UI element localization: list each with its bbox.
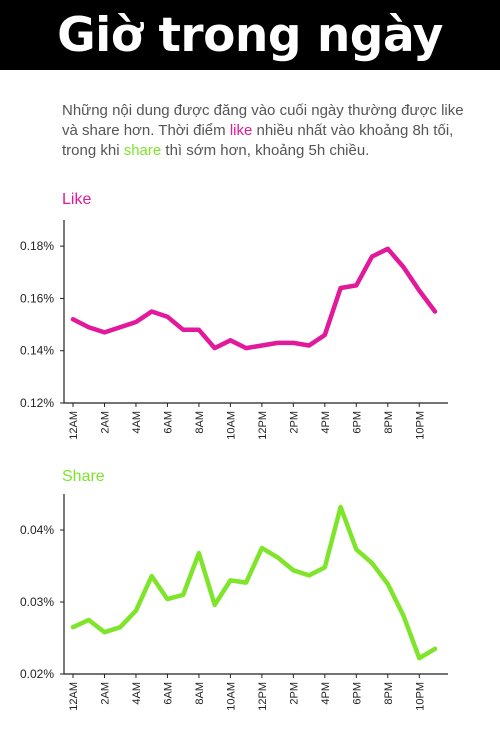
like-y-tick-label: 0.14%	[20, 344, 54, 358]
share-highlight: share	[123, 142, 162, 159]
share-x-tick-label: 6AM	[162, 682, 174, 705]
like-x-tick-label: 6PM	[351, 411, 363, 434]
share-x-tick-label: 4AM	[131, 682, 143, 705]
share-x-tick-label: 4PM	[320, 682, 332, 705]
share-x-tick-label: 10PM	[414, 682, 426, 711]
share-series-line	[70, 504, 438, 661]
intro-paragraph: Những nội dung được đăng vào cuối ngày t…	[62, 101, 467, 161]
like-x-tick-label: 8PM	[383, 411, 395, 434]
share-x-tick-label: 8PM	[383, 682, 395, 705]
like-chart: 0.12% 0.14% 0.16% 0.18% 12AM 2AM 4AM 6AM 8AM 10AM…	[20, 220, 448, 440]
share-y-tick-label: 0.03%	[20, 595, 54, 609]
like-x-tick-label: 12AM	[68, 411, 80, 440]
share-chart: 0.02% 0.03% 0.04% 12AM 2AM 4AM 6AM 8AM 10AM 12PM 2…	[20, 494, 448, 711]
like-x-tick-label: 8AM	[194, 411, 206, 434]
share-x-tick-label: 6PM	[351, 682, 363, 705]
share-axes	[63, 494, 448, 675]
like-x-tick-label: 2PM	[288, 411, 300, 434]
like-x-tick-label: 2AM	[99, 411, 111, 434]
share-x-tick-label: 10AM	[225, 682, 237, 711]
like-x-tick-label: 6AM	[162, 411, 174, 434]
like-x-tick-label: 10PM	[414, 411, 426, 440]
like-x-tick-label: 4PM	[320, 411, 332, 434]
intro-text-3: thì sớm hơn, khoảng 5h chiều.	[161, 142, 370, 159]
share-x-tick-label: 2PM	[288, 682, 300, 705]
share-x-tick-label: 2AM	[99, 682, 111, 705]
intro-text-2: nhiều nhất vào khoảng 8h tối, trong khi	[62, 122, 454, 159]
share-chart-title: Share	[62, 468, 105, 485]
like-highlight: like	[229, 122, 253, 139]
share-y-tick-label: 0.02%	[20, 667, 54, 681]
intro-text-1: Những nội dung được đăng vào cuối ngày t…	[62, 102, 464, 139]
like-y-tick-label: 0.18%	[20, 239, 54, 253]
like-x-tick-label: 4AM	[131, 411, 143, 434]
share-x-tick-label: 12PM	[257, 682, 269, 711]
like-series-line	[70, 246, 438, 351]
page-title: Giờ trong ngày	[57, 7, 443, 63]
share-y-tick-label: 0.04%	[20, 523, 54, 537]
share-x-tick-label: 8AM	[194, 682, 206, 705]
like-x-tick-label: 10AM	[225, 411, 237, 440]
like-y-tick-label: 0.12%	[20, 396, 54, 410]
share-x-tick-label: 12AM	[68, 682, 80, 711]
header-banner: Giờ trong ngày	[0, 0, 500, 70]
like-y-tick-label: 0.16%	[20, 291, 54, 305]
like-x-tick-label: 12PM	[257, 411, 269, 440]
like-axes	[63, 220, 448, 404]
like-chart-title: Like	[62, 191, 92, 208]
